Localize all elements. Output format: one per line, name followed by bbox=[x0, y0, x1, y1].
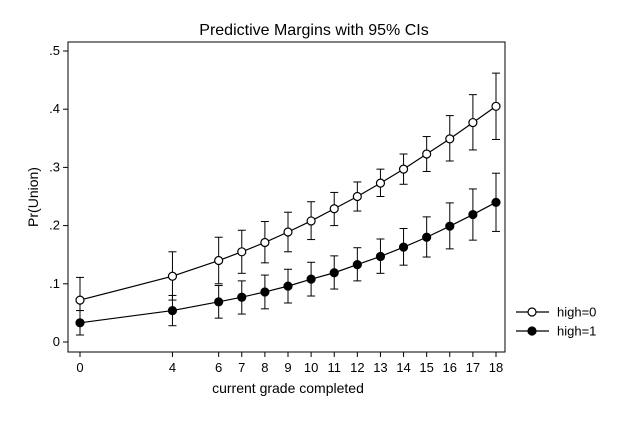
data-point bbox=[398, 242, 409, 252]
x-tick-label: 10 bbox=[304, 360, 318, 375]
data-point bbox=[375, 251, 386, 262]
plot-frame bbox=[67, 41, 506, 353]
x-tick-label: 16 bbox=[443, 360, 457, 375]
legend-marker bbox=[527, 326, 537, 336]
y-tick-label: .5 bbox=[49, 43, 60, 58]
data-point bbox=[468, 209, 478, 220]
data-point bbox=[445, 221, 455, 231]
data-point bbox=[260, 287, 270, 297]
x-tick-label: 0 bbox=[76, 360, 83, 375]
chart-title: Predictive Margins with 95% CIs bbox=[199, 22, 428, 39]
x-tick-label: 13 bbox=[373, 360, 387, 375]
data-point bbox=[283, 281, 293, 291]
data-point bbox=[237, 292, 247, 302]
y-tick-label: 0 bbox=[53, 334, 60, 349]
series-high=0 bbox=[75, 72, 501, 324]
data-point bbox=[468, 117, 478, 128]
series-high=1 bbox=[75, 172, 501, 336]
y-tick-label: .4 bbox=[49, 101, 60, 116]
legend: high=0 high=1 bbox=[516, 305, 596, 339]
data-point bbox=[422, 232, 432, 242]
x-tick-label: 7 bbox=[238, 360, 245, 375]
legend-label: high=1 bbox=[557, 324, 596, 339]
x-tick-label: 4 bbox=[169, 360, 176, 375]
data-point bbox=[260, 237, 270, 248]
data-point bbox=[375, 178, 386, 188]
y-tick-label: .3 bbox=[49, 159, 60, 174]
data-point bbox=[283, 227, 293, 237]
legend-label: high=0 bbox=[557, 305, 596, 320]
x-tick-label: 11 bbox=[327, 360, 341, 375]
x-tick-label: 14 bbox=[396, 360, 410, 375]
x-tick-label: 18 bbox=[489, 360, 503, 375]
y-tick-label: .1 bbox=[49, 276, 60, 291]
data-point bbox=[167, 271, 178, 281]
x-tick-label: 6 bbox=[215, 360, 222, 375]
x-tick-label: 12 bbox=[350, 360, 364, 375]
data-point bbox=[422, 149, 432, 159]
data-point bbox=[445, 134, 455, 144]
x-tick-label: 9 bbox=[284, 360, 291, 375]
y-tick-label: .2 bbox=[49, 218, 60, 233]
data-point bbox=[75, 295, 85, 305]
x-tick-label: 17 bbox=[466, 360, 480, 375]
data-point bbox=[352, 191, 362, 202]
plot-area: 0 .1 .2 .3 .4 .5 0 4 6 7 8 9 10 11 12 13 14 15 16 17 18 bbox=[49, 41, 506, 375]
data-point bbox=[214, 297, 224, 307]
data-point bbox=[329, 204, 339, 214]
data-point bbox=[491, 101, 501, 111]
data-point bbox=[491, 197, 501, 207]
data-point bbox=[329, 268, 339, 278]
x-axis-label: current grade completed bbox=[212, 380, 364, 396]
data-point bbox=[214, 255, 224, 266]
data-point bbox=[167, 305, 178, 316]
y-axis-label: Pr(Union) bbox=[25, 167, 41, 227]
data-point bbox=[237, 247, 247, 257]
legend-marker bbox=[527, 307, 537, 317]
x-tick-label: 8 bbox=[261, 360, 268, 375]
data-point bbox=[306, 216, 316, 226]
data-point bbox=[306, 274, 316, 284]
x-tick-label: 15 bbox=[419, 360, 433, 375]
data-point bbox=[75, 318, 85, 328]
data-point bbox=[398, 164, 409, 174]
data-point bbox=[352, 259, 362, 270]
